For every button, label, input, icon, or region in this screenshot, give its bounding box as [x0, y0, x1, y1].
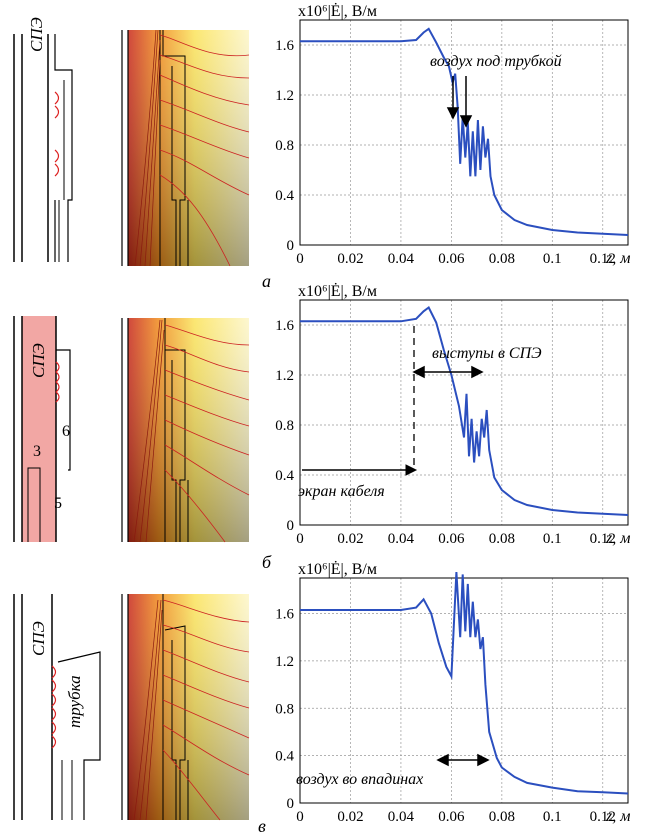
x-tick-label: 0.1 [543, 809, 562, 825]
panel-c: СПЭ трубка 0 0.02 0.04 0.06 0.08 0.1 0.1200.40… [13, 560, 630, 836]
geom-label: СПЭ [29, 621, 48, 656]
y-tick-label: 0.4 [275, 749, 294, 765]
y-axis-label: x10⁶|Ė|, В/м [298, 560, 377, 578]
field-map-c [121, 594, 250, 821]
chart-c: 0 0.02 0.04 0.06 0.08 0.1 0.12 0 0.4 0.8 1.2 1.6 x10… [275, 560, 630, 825]
x-tick-label: 0.12 [590, 809, 616, 825]
y-tick-label: 1.2 [275, 88, 294, 104]
y-tick-label: 1.6 [275, 607, 294, 623]
x-axis-label: z, м [605, 808, 630, 825]
y-tick-label: 0.8 [275, 701, 294, 717]
y-tick-label: 0 [287, 238, 295, 254]
geometry-sketch-b: СПЭ 3 6 5 [13, 316, 71, 542]
field-map-a [121, 29, 250, 267]
plot-frame [299, 577, 629, 804]
y-axis-label: x10⁶|Ė|, В/м [298, 2, 377, 20]
y-tick-label: 0 [287, 518, 295, 534]
x-tick-label: 0.1 [543, 251, 562, 267]
geom-label: 6 [62, 423, 70, 440]
y-tick-label: 1.6 [275, 318, 294, 334]
x-tick-label: 0 [296, 251, 304, 267]
panel-letter-a: а [262, 271, 271, 291]
x-tick-label: 0.06 [438, 251, 465, 267]
panel-a: СПЭ 0 0.02 0.04 0.06 0.08 0.1 0.12 0 0.4 0.8 1.2 1.… [13, 2, 630, 291]
x-tick-label: 0.04 [388, 809, 415, 825]
x-tick-label: 0.1 [543, 531, 562, 547]
x-axis-label: z, м [605, 530, 630, 547]
series-line [300, 27, 629, 236]
x-tick-label: 0.08 [489, 809, 515, 825]
geom-label: трубка [65, 675, 84, 728]
geometry-sketch-a: СПЭ [13, 17, 73, 262]
x-tick-label: 0.06 [438, 531, 465, 547]
chart-b: 0 0.02 0.04 0.06 0.08 0.1 0.12 0 0.4 0.8 1.2 1.6 x10… [275, 282, 630, 547]
y-tick-label: 0 [287, 796, 295, 812]
x-axis-label: z, м [605, 250, 630, 267]
x-tick-label: 0.12 [590, 531, 616, 547]
annotation-a: воздух под трубкой [430, 53, 562, 70]
y-axis-label: x10⁶|Ė|, В/м [298, 282, 377, 300]
geom-label: СПЭ [29, 343, 48, 378]
annotation-arrow-b [412, 365, 484, 379]
field-map-b [121, 318, 250, 543]
x-tick-label: 0.02 [337, 251, 363, 267]
panel-letter-b: б [262, 552, 272, 572]
y-tick-label: 0.8 [275, 138, 294, 154]
y-tick-label: 1.6 [275, 38, 294, 54]
y-tick-label: 0.4 [275, 188, 294, 204]
screen-marker-b [302, 326, 418, 476]
annotation-b: выступы в СПЭ [432, 345, 542, 362]
y-tick-label: 0.8 [275, 418, 294, 434]
x-tick-label: 0 [296, 809, 304, 825]
y-tick-label: 0.4 [275, 468, 294, 484]
series-line [300, 305, 629, 516]
x-tick-label: 0.02 [337, 531, 363, 547]
y-tick-label: 1.2 [275, 368, 294, 384]
chart-a: 0 0.02 0.04 0.06 0.08 0.1 0.12 0 0.4 0.8 1.2 1.6 x10… [275, 2, 630, 267]
geom-label: 3 [33, 443, 41, 460]
x-tick-label: 0.04 [388, 251, 415, 267]
geom-label: 5 [54, 495, 62, 512]
geom-label: СПЭ [27, 17, 46, 52]
panel-letter-c: в [258, 816, 266, 836]
annotation-c: воздух во впадинах [296, 771, 423, 788]
plot-frame [299, 299, 629, 526]
annotation-arrow-c [436, 753, 490, 767]
y-tick-label: 1.2 [275, 654, 294, 670]
x-tick-label: 0.08 [489, 531, 515, 547]
series-line [300, 572, 629, 795]
geometry-sketch-c: СПЭ трубка [13, 594, 101, 820]
x-tick-label: 0.12 [590, 251, 616, 267]
x-tick-label: 0.06 [438, 809, 465, 825]
x-tick-label: 0.04 [388, 531, 415, 547]
plot-frame [299, 19, 629, 246]
annotation-arrows-a [446, 76, 473, 128]
annotation2-b: экран кабеля [298, 483, 385, 500]
x-tick-label: 0.02 [337, 809, 363, 825]
x-tick-label: 0 [296, 531, 304, 547]
x-tick-label: 0.08 [489, 251, 515, 267]
